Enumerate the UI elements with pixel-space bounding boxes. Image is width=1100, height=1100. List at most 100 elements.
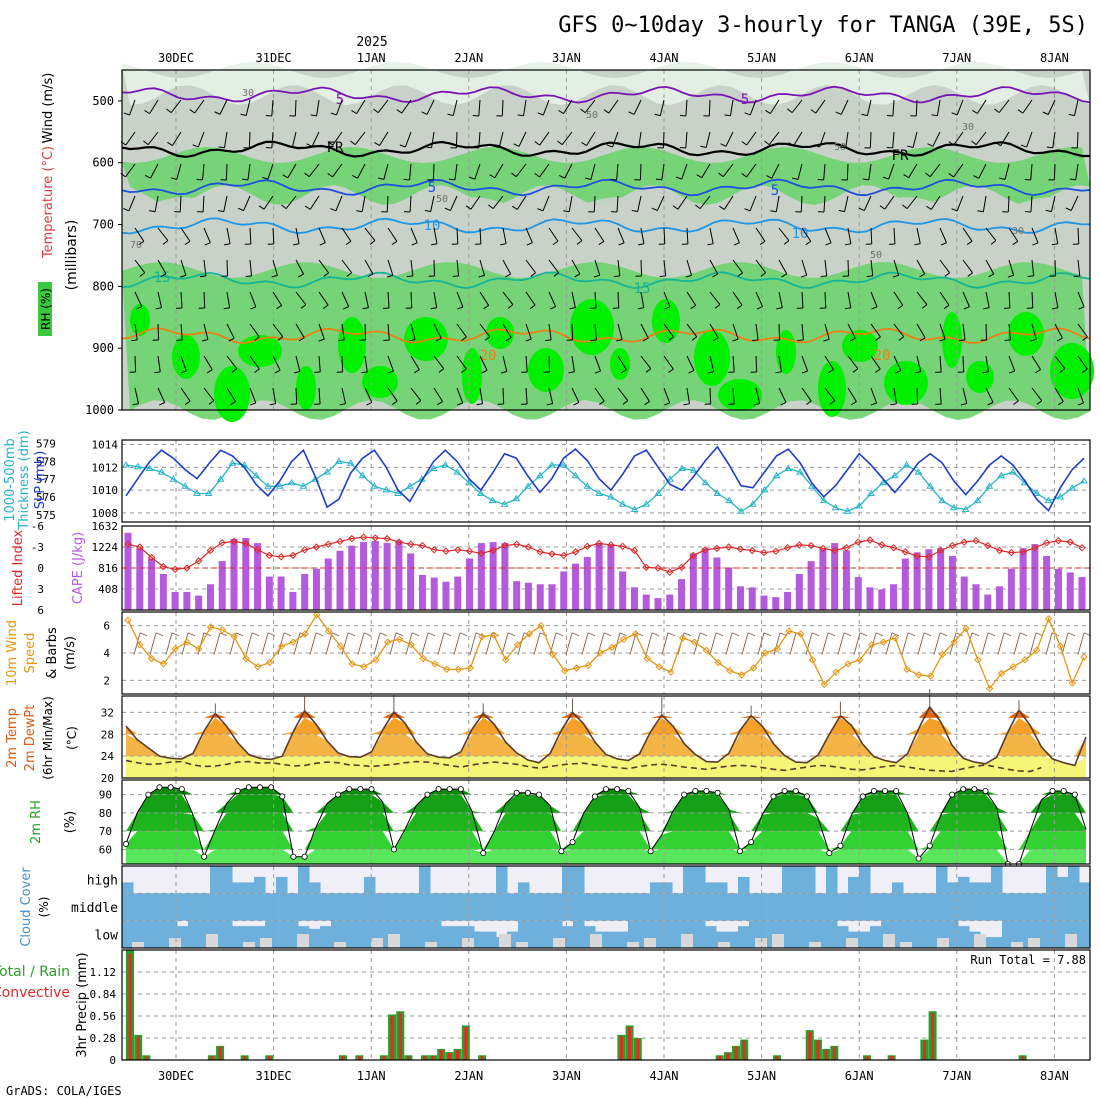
wind-barb-flag bbox=[1008, 370, 1015, 374]
wind-barb bbox=[709, 291, 721, 305]
cloud-cell bbox=[210, 866, 222, 894]
rh2m-point bbox=[692, 787, 699, 794]
wind-barb bbox=[502, 355, 508, 372]
wind-barb bbox=[725, 131, 734, 147]
wind-barb bbox=[318, 227, 326, 243]
wind10m-barb-flag bbox=[923, 632, 932, 637]
wind-barb-flag bbox=[228, 337, 235, 342]
cloud-cell bbox=[276, 893, 288, 921]
wind-barb-flag bbox=[318, 338, 325, 342]
wind10m-barb-flag bbox=[427, 632, 436, 637]
cloud-cell bbox=[584, 926, 596, 948]
li-point bbox=[866, 536, 874, 544]
cape-bar bbox=[536, 584, 544, 610]
wind-barb-flag bbox=[493, 145, 500, 149]
cloud-cell bbox=[958, 876, 970, 894]
cloud-cell bbox=[617, 931, 629, 948]
top-day-label: 4JAN bbox=[650, 51, 679, 65]
thickness-point bbox=[169, 475, 178, 482]
wind10m-barb bbox=[1077, 632, 1085, 655]
wind-barb bbox=[985, 227, 997, 241]
li-point bbox=[171, 565, 179, 574]
wind-barb bbox=[354, 131, 366, 145]
wind-barb bbox=[426, 99, 435, 115]
cape-bar bbox=[642, 594, 650, 610]
wind-barb-flag bbox=[907, 145, 914, 149]
rh-contour-band bbox=[122, 197, 1090, 265]
wind-barb-flag bbox=[558, 109, 564, 114]
wind-barb bbox=[294, 99, 297, 117]
wind10m-barb-flag bbox=[1067, 632, 1076, 637]
wind-barb bbox=[364, 323, 367, 341]
thickness-point bbox=[595, 489, 603, 496]
wind10m-barb-flag bbox=[363, 632, 372, 637]
wind-barb bbox=[568, 195, 573, 212]
rh-contour-label: 30 bbox=[242, 88, 254, 99]
isotherm-label: 20 bbox=[874, 348, 891, 364]
wind-barb-flag bbox=[644, 401, 650, 406]
wind-barb-flag bbox=[139, 272, 145, 277]
wind-barb-flag bbox=[765, 109, 771, 114]
wind-barb bbox=[699, 195, 711, 209]
bottom-day-label: 31DEC bbox=[256, 1069, 292, 1083]
li-point bbox=[1042, 539, 1051, 547]
wind10m-barb bbox=[789, 632, 797, 655]
li-point bbox=[972, 536, 980, 545]
wind-barb-flag bbox=[478, 274, 485, 278]
cape-bar bbox=[206, 584, 214, 610]
wind10m-barb-flag bbox=[443, 632, 452, 637]
thickness-tick-label: 576 bbox=[36, 491, 56, 504]
rh2m-point bbox=[1071, 791, 1078, 798]
cloud-cell bbox=[650, 920, 662, 948]
wind10m-barb-flag bbox=[459, 632, 468, 637]
li-point bbox=[359, 533, 368, 541]
wind10m-point bbox=[313, 610, 321, 619]
cloud-cell bbox=[562, 866, 574, 894]
wind-barb bbox=[456, 323, 467, 338]
cloud-cell bbox=[738, 893, 750, 921]
li-point bbox=[218, 539, 226, 547]
wind-barb bbox=[1031, 323, 1037, 340]
wind-barb bbox=[929, 163, 941, 177]
thickness-point bbox=[547, 461, 556, 468]
wind-barb bbox=[870, 355, 881, 370]
wind10m-point bbox=[513, 641, 522, 649]
cape-bar bbox=[772, 597, 780, 610]
cape-bar bbox=[124, 532, 132, 610]
thickness-point bbox=[382, 485, 391, 493]
wind-barb-flag bbox=[184, 400, 191, 405]
top-day-label: 3JAN bbox=[552, 51, 581, 65]
li-point bbox=[795, 541, 804, 549]
wind-barb-flag bbox=[642, 337, 649, 342]
cloud-cell bbox=[562, 926, 574, 948]
wind10m-barb bbox=[309, 632, 317, 655]
cape-bar bbox=[689, 553, 697, 610]
wind-barb-flag bbox=[204, 242, 211, 246]
cape-legend-label: CAPE (J/kg) bbox=[71, 532, 86, 604]
wind10m-point bbox=[985, 684, 994, 693]
rh-high-cell bbox=[842, 330, 878, 362]
wind-barb-flag bbox=[448, 178, 455, 181]
wind-barb-flag bbox=[159, 402, 165, 406]
wind-barb bbox=[870, 387, 878, 404]
thickness-point bbox=[287, 478, 296, 486]
wind10m-barb bbox=[725, 632, 733, 655]
slp-frame bbox=[121, 439, 1091, 523]
cloud-cell bbox=[375, 893, 387, 921]
wind10m-barb bbox=[389, 632, 397, 655]
precip-conv-bar bbox=[406, 1056, 410, 1060]
wind10m-barb bbox=[325, 632, 333, 655]
wind-barb bbox=[916, 227, 921, 244]
wind10m-point bbox=[903, 665, 911, 674]
wind10m-point bbox=[773, 645, 781, 653]
wind-barb-flag bbox=[546, 403, 553, 406]
wind-barb-flag bbox=[391, 240, 398, 246]
wind-barb-flag bbox=[1051, 243, 1058, 246]
cloud-cell bbox=[419, 893, 431, 921]
wind-barb-flag bbox=[879, 205, 886, 210]
thickness-point bbox=[335, 457, 343, 464]
cloud-cell bbox=[331, 920, 343, 948]
wind-barb-flag bbox=[274, 369, 281, 374]
wind-barb-flag bbox=[488, 204, 494, 210]
